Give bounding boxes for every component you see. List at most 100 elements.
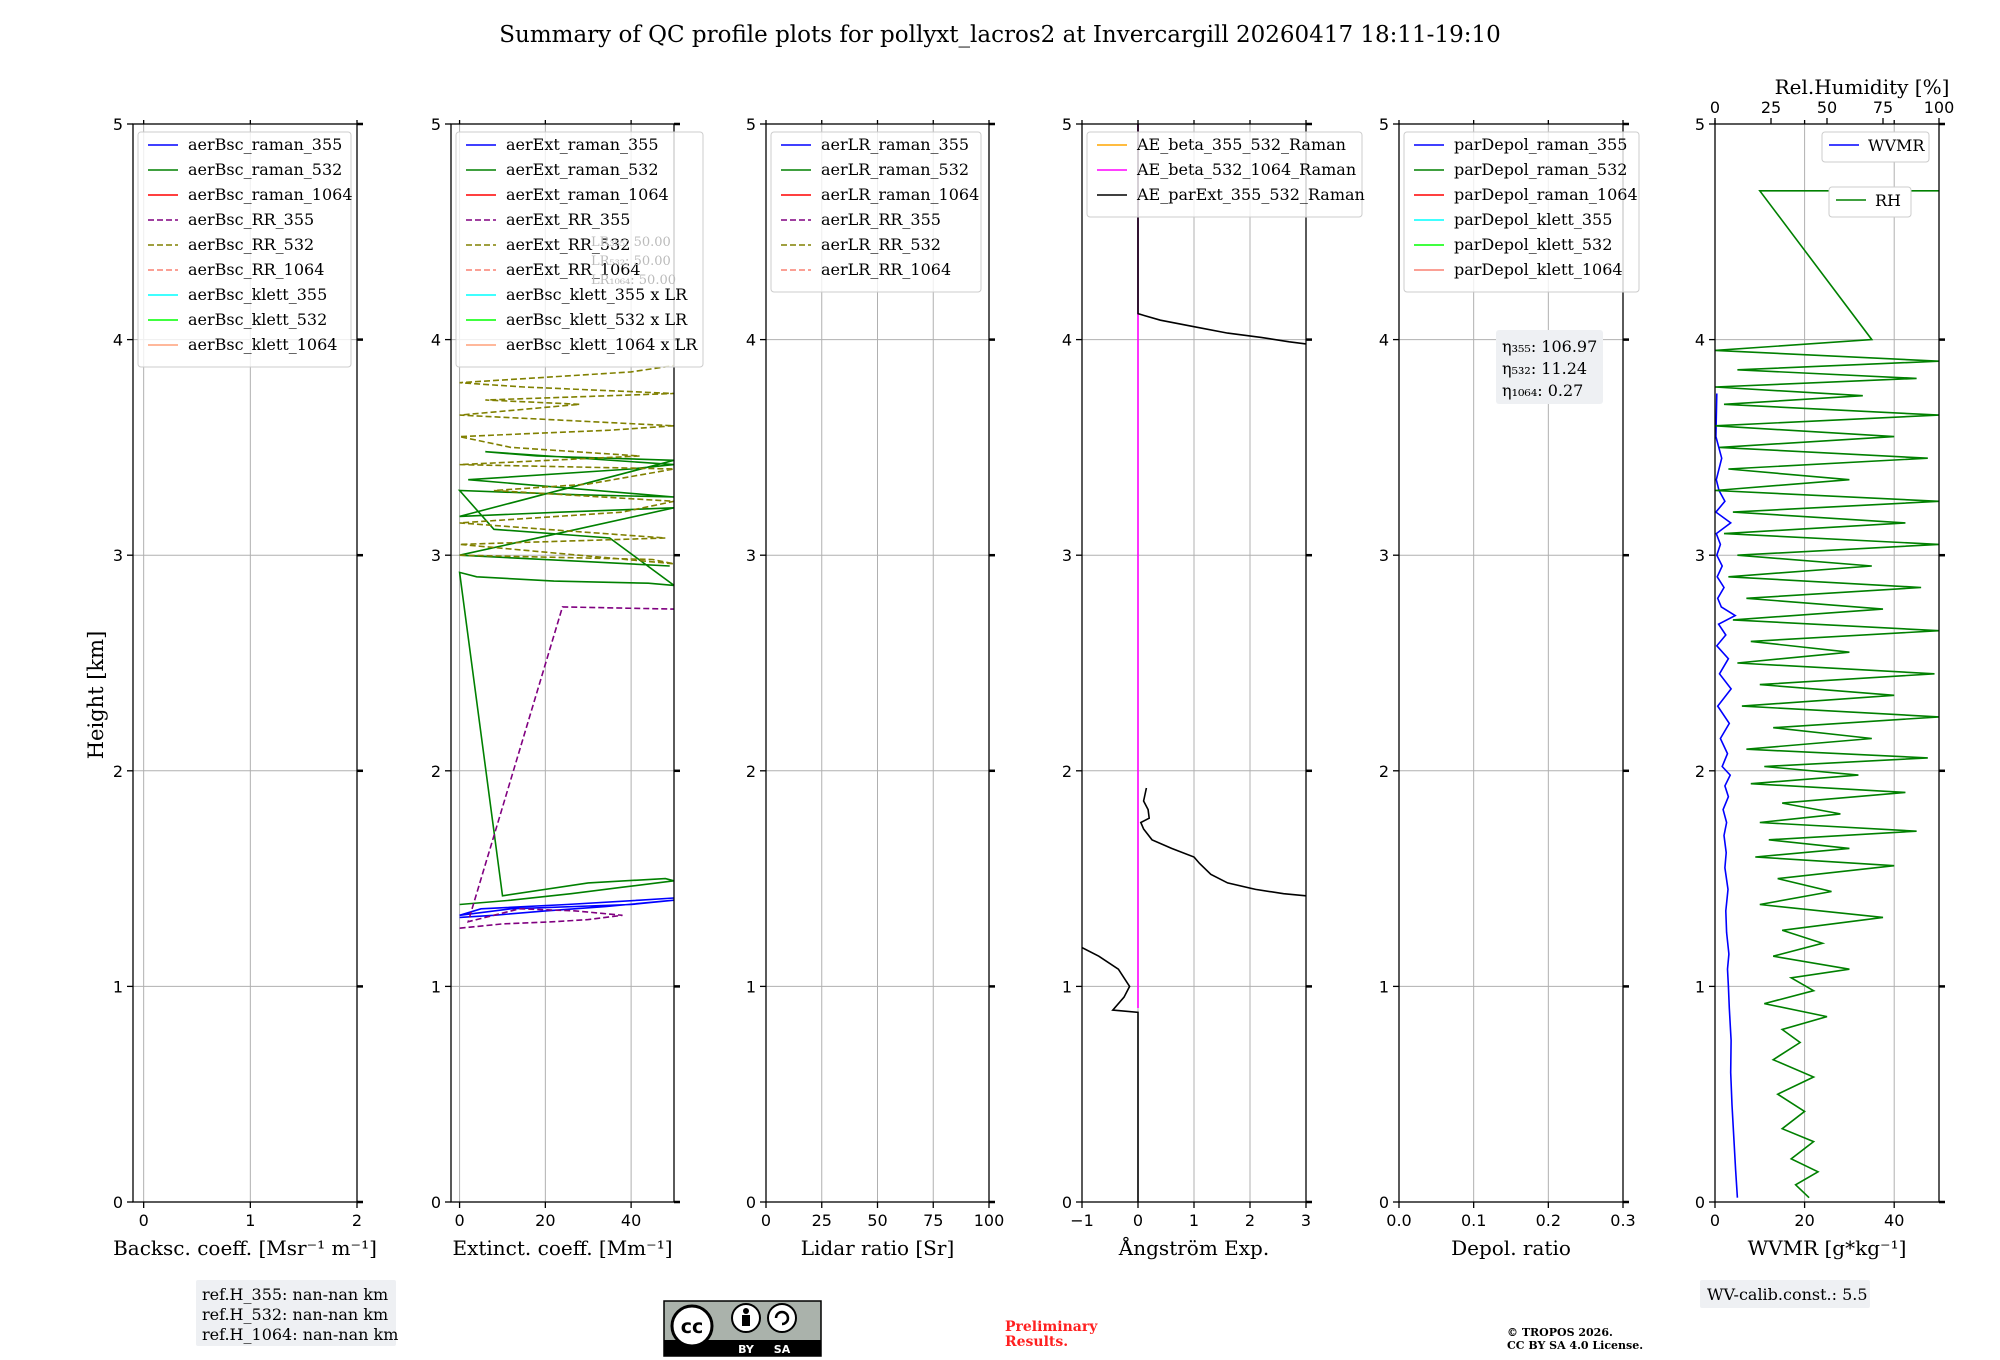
wv-calib-text: WV-calib.const.: 5.5 (1707, 1285, 1868, 1304)
series-line-ext-3 (459, 364, 674, 565)
top-x-tick-label: 75 (1873, 98, 1893, 117)
legend-box (1828, 186, 1912, 218)
y-tick-label: 1 (746, 977, 756, 996)
x-axis-label-wv: WVMR [g*kg⁻¹] (1748, 1236, 1907, 1260)
legend-entry: aerLR_raman_355 (821, 135, 969, 154)
x-axis-label-bsc: Backsc. coeff. [Msr⁻¹ m⁻¹] (113, 1236, 377, 1260)
ref-height-box: ref.H_355: nan-nan km ref.H_532: nan-nan… (196, 1280, 398, 1346)
y-tick-label: 4 (113, 331, 123, 350)
x-tick-label: 25 (812, 1211, 832, 1230)
legend-entry: aerBsc_RR_532 (188, 235, 314, 254)
x-axis-label-ae: Ångström Exp. (1118, 1235, 1269, 1260)
legend-entry: aerLR_raman_532 (821, 160, 969, 179)
preliminary-label-line1: Preliminary (1005, 1319, 1098, 1335)
series-line-ae-3 (1137, 124, 1306, 345)
y-axis-label: Height [km] (84, 631, 108, 760)
cc-logo-text: cc (681, 1316, 704, 1338)
y-tick-label: 3 (1695, 546, 1705, 565)
legend-rh: RH (1828, 186, 1912, 218)
legend-entry: aerBsc_klett_532 x LR (506, 310, 688, 329)
series-line-ext-1 (459, 897, 674, 919)
x-tick-label: 0.2 (1536, 1211, 1561, 1230)
ref-height-355: ref.H_355: nan-nan km (202, 1285, 388, 1304)
legend-entry: parDepol_raman_532 (1454, 160, 1627, 179)
eta-value: η₅₃₂: 11.24 (1502, 359, 1587, 378)
y-tick-label: 2 (1695, 762, 1705, 781)
x-tick-label: 0 (454, 1211, 464, 1230)
sa-icon (767, 1303, 797, 1333)
panel-depol: 0.0 0.1 0.2 0.3 0 1 2 3 4 5 Depol. ratio parDepol_r… (1379, 115, 1640, 1260)
panel-ext: 0 20 40 0 1 2 3 4 5 Extinct. coeff. [Mm⁻¹] aerExt_… (431, 115, 704, 1260)
series-group-wv (1715, 190, 1939, 1199)
y-tick-label: 3 (1062, 546, 1072, 565)
axes-frame-ext (450, 123, 675, 1203)
axes-frame-depol (1398, 123, 1624, 1203)
legend-entry: aerLR_RR_532 (821, 235, 941, 254)
x-tick-label: 20 (1794, 1211, 1814, 1230)
y-tick-label: 0 (1695, 1193, 1705, 1212)
legend-entry: aerBsc_RR_355 (188, 210, 314, 229)
legend-box (137, 131, 352, 368)
top-x-tick-label: 50 (1817, 98, 1837, 117)
top-x-tick-label: 100 (1924, 98, 1955, 117)
eta-value: η₁₀₆₄: 0.27 (1502, 381, 1583, 400)
lr-note: LR₁₀₆₄: 50.00 (591, 273, 676, 288)
x-tick-label: 1 (1189, 1211, 1199, 1230)
series-group-ext (457, 364, 674, 929)
y-tick-label: 2 (431, 762, 441, 781)
legend-entry: aerBsc_raman_532 (188, 160, 342, 179)
legend-entry: RH (1875, 191, 1901, 210)
y-tick-label: 2 (1379, 762, 1389, 781)
top-x-axis-label: Rel.Humidity [%] (1775, 75, 1950, 99)
y-tick-label: 3 (1379, 546, 1389, 565)
ref-height-1064: ref.H_1064: nan-nan km (202, 1325, 398, 1344)
y-tick-label: 4 (1695, 331, 1705, 350)
legend-entry: AE_beta_355_532_Raman (1136, 135, 1346, 154)
x-tick-label: 3 (1301, 1211, 1311, 1230)
legend-entry: aerBsc_raman_1064 (188, 185, 353, 204)
legend-bsc: aerBsc_raman_355 aerBsc_raman_532 aerBsc_r… (137, 131, 353, 368)
legend-entry: aerExt_RR_355 (506, 210, 630, 229)
legend-entry: parDepol_klett_355 (1454, 210, 1612, 229)
x-tick-label: 0 (1133, 1211, 1143, 1230)
legend-entry: aerLR_RR_355 (821, 210, 941, 229)
y-tick-label: 0 (1062, 1193, 1072, 1212)
legend-entry: parDepol_raman_1064 (1454, 185, 1638, 204)
legend-entry: aerBsc_klett_1064 x LR (506, 335, 698, 354)
y-tick-label: 2 (746, 762, 756, 781)
y-tick-label: 5 (1695, 115, 1705, 134)
y-tick-label: 4 (431, 331, 441, 350)
x-tick-label: 75 (923, 1211, 943, 1230)
y-tick-label: 3 (746, 546, 756, 565)
y-tick-label: 5 (431, 115, 441, 134)
by-icon (731, 1303, 761, 1333)
y-tick-label: 1 (1062, 977, 1072, 996)
y-tick-label: 3 (431, 546, 441, 565)
y-tick-label: 5 (1062, 115, 1072, 134)
legend-entry: WVMR (1868, 136, 1925, 155)
y-tick-label: 5 (1379, 115, 1389, 134)
legend-wvmr: WVMR (1821, 131, 1930, 163)
legend-entry: parDepol_klett_1064 (1454, 260, 1623, 279)
y-tick-label: 2 (1062, 762, 1072, 781)
x-tick-label: 40 (621, 1211, 641, 1230)
legend-entry: aerExt_raman_1064 (506, 185, 669, 204)
series-line-ext-0 (457, 450, 674, 906)
y-tick-label: 2 (113, 762, 123, 781)
legend-entry: aerExt_RR_1064 (506, 260, 641, 279)
panel-lr: 0 25 50 75 100 0 1 2 3 4 5 Lidar ratio [Sr] aerLR_ra… (746, 115, 1004, 1260)
x-tick-label: 2 (352, 1211, 362, 1230)
series-line-ae-2 (1139, 787, 1306, 897)
y-tick-label: 1 (1379, 977, 1389, 996)
y-tick-label: 4 (1379, 331, 1389, 350)
series-group-ae (1082, 124, 1306, 1202)
x-tick-label: 0 (761, 1211, 771, 1230)
lr-note: LR₃₅₅: 50.00 (591, 235, 671, 250)
y-tick-label: 0 (1379, 1193, 1389, 1212)
legend-entry: parDepol_raman_355 (1454, 135, 1627, 154)
legend-box (770, 131, 982, 293)
y-tick-label: 1 (113, 977, 123, 996)
lr-note: LR₅₃₂: 50.00 (591, 254, 671, 269)
x-tick-label: 0.0 (1386, 1211, 1411, 1230)
y-tick-label: 0 (431, 1193, 441, 1212)
